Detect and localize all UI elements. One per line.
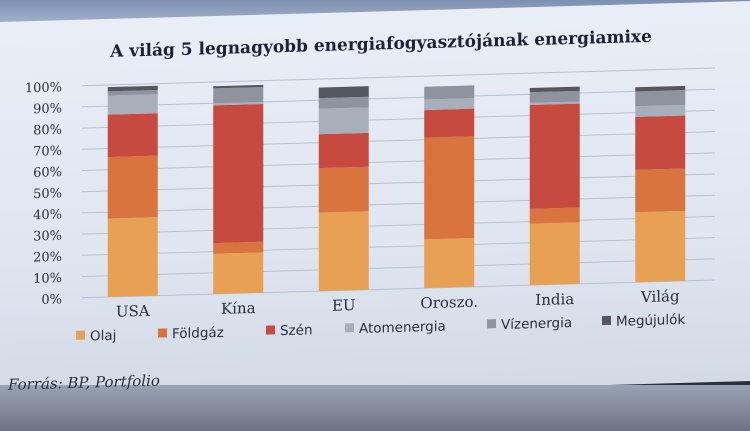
bar-segment-vízenergia [318,96,369,109]
bar-segment-olaj [529,222,580,286]
screen-bottom-band [0,385,750,431]
bar-segment-megújulók [213,84,264,89]
bar-segment-földgáz [213,241,264,254]
x-axis-ticks: USA Kína EU Oroszo. India Világ [116,287,680,321]
y-tick-label: 90% [33,101,62,117]
bar-segment-megújulók [635,85,686,92]
bar-segment-atomenergia [635,104,686,117]
x-tick-label: Világ [640,287,680,306]
grid-lines [82,67,715,299]
y-axis-ticks: 0% 10% 20% 30% 40% 50% 60% 70% 80% 90% 100% [25,80,62,308]
bar-segment-szén [635,115,686,170]
gridline [82,258,715,278]
bar-segment-olaj [424,237,475,289]
legend-label: Olaj [90,328,116,345]
y-tick-label: 70% [33,144,62,160]
gridline [82,237,715,256]
bar-segment-atomenergia [318,107,369,135]
gridline [82,88,715,108]
gridline [82,131,715,150]
x-tick-label: India [535,290,574,309]
bar-segment-atomenergia [529,101,580,106]
legend-label: Vízenergia [501,315,572,333]
bar-segment-atomenergia [213,101,264,106]
bar-segment-szén [318,132,369,169]
bar-segment-megújulók [318,86,369,99]
bar-segment-szén [529,103,580,209]
bar-segment-olaj [213,252,264,295]
gridline [82,194,715,214]
bar-segment-vízenergia [635,90,686,107]
legend: Olaj Földgáz Szén Atomenergia Vízenergia Megú… [76,312,685,345]
bar-segment-vízenergia [213,87,264,104]
gridline [82,152,715,172]
y-tick-label: 40% [33,207,62,223]
bar-segment-földgáz [107,155,158,219]
bar-segment-olaj [635,210,686,283]
y-tick-label: 60% [33,165,62,181]
bar-segment-földgáz [529,207,580,224]
gridline [82,279,715,299]
legend-swatch [487,319,496,329]
bar-segment-atomenergia [107,94,158,115]
legend-label: Szén [280,322,313,339]
legend-swatch [266,325,275,335]
bar-segment-vízenergia [424,85,475,100]
y-tick-label: 80% [33,123,62,139]
y-tick-label: 10% [33,271,62,287]
y-tick-label: 0% [41,292,62,308]
legend-label: Megújulók [616,312,685,330]
bar-segment-szén [213,103,264,244]
y-tick-label: 20% [33,250,62,266]
bar-segment-vízenergia [107,89,158,96]
bars [107,84,686,297]
y-tick-label: 30% [33,229,62,245]
gridline [82,173,715,193]
gridline [82,67,715,87]
chart-title: A világ 5 legnagyobb energiafogyasztóján… [109,27,652,62]
bar-segment-olaj [107,217,158,297]
bar-segment-szén [107,113,158,158]
bar-segment-olaj [318,211,369,292]
bar-segment-vízenergia [529,90,580,103]
legend-swatch [76,330,85,340]
legend-swatch [345,323,354,333]
x-tick-label: Kína [221,299,256,318]
bar-segment-atomenergia [424,98,475,111]
source-note: Forrás: BP, Portfolio [7,372,160,394]
bar-segment-megújulók [529,86,580,93]
bar-segment-megújulók [107,85,158,92]
legend-label: Földgáz [172,325,224,342]
bar-segment-földgáz [424,136,475,240]
bar-segment-földgáz [635,168,686,213]
x-tick-label: USA [116,302,150,321]
legend-label: Atomenergia [359,319,446,337]
x-tick-label: EU [332,296,356,315]
legend-swatch [158,328,167,338]
y-tick-label: 50% [33,186,62,202]
gridline [82,109,715,129]
y-tick-label: 100% [25,80,62,96]
x-tick-label: Oroszo. [420,293,478,313]
bar-segment-földgáz [318,166,369,213]
gridline [82,215,715,235]
legend-swatch [602,315,611,326]
bar-segment-szén [424,108,475,138]
